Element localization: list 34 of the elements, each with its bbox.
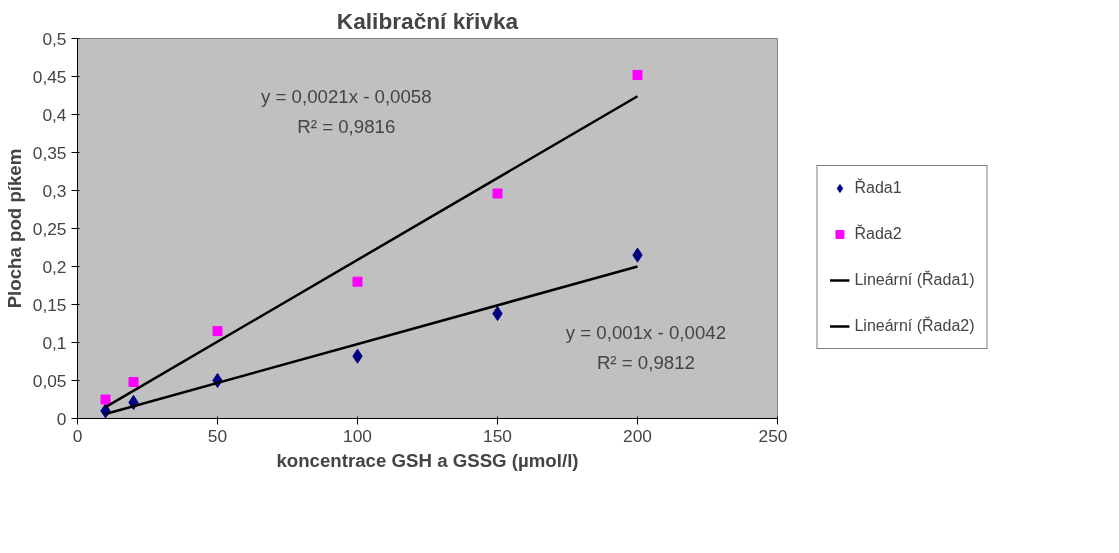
y-tick-label: 0,35 [32, 142, 67, 163]
legend-label: Řada2 [854, 224, 902, 243]
y-tick-label: 0,45 [32, 66, 67, 87]
legend-label: Lineární (Řada2) [854, 316, 975, 335]
y-axis-title: Plocha pod píkem [3, 148, 25, 309]
point [492, 188, 503, 199]
annotation: R² = 0,9812 [596, 351, 695, 373]
legend-label: Řada1 [854, 178, 902, 197]
point [212, 326, 223, 337]
y-tick-label: 0,25 [32, 218, 67, 239]
annotation: R² = 0,9816 [297, 116, 396, 138]
x-tick-label: 50 [207, 425, 228, 446]
point [128, 377, 139, 388]
y-tick-label: 0 [56, 408, 67, 429]
point [632, 69, 643, 80]
y-tick-label: 0,05 [32, 370, 67, 391]
y-tick-label: 0,15 [32, 294, 67, 315]
annotation: y = 0,001x - 0,0042 [565, 321, 727, 343]
point [352, 276, 363, 287]
x-tick-label: 100 [343, 425, 372, 446]
y-tick-label: 0,5 [42, 28, 67, 49]
x-tick-label: 250 [758, 425, 788, 446]
y-tick-label: 0,4 [42, 104, 67, 125]
x-axis-title: koncentrace GSH a GSSG (µmol/l) [276, 449, 579, 471]
x-tick-label: 0 [72, 425, 83, 446]
point [100, 394, 111, 405]
chart-title: Kalibrační křivka [336, 7, 519, 34]
x-tick-label: 150 [483, 425, 512, 446]
legend-label: Lineární (Řada1) [854, 270, 975, 289]
y-tick-label: 0,3 [42, 180, 67, 201]
y-tick-label: 0,1 [42, 332, 67, 353]
annotation: y = 0,0021x - 0,0058 [260, 85, 432, 107]
x-tick-label: 200 [623, 425, 652, 446]
y-tick-label: 0,2 [42, 256, 67, 277]
